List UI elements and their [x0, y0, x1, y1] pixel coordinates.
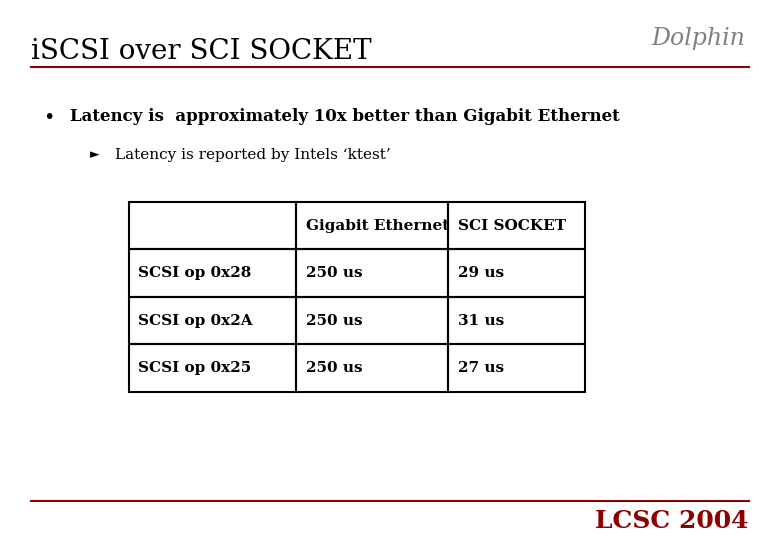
Bar [448, 249, 585, 297]
Text: SCI SOCKET: SCI SOCKET [458, 219, 566, 233]
Bar [296, 345, 448, 391]
Bar [448, 202, 585, 249]
Text: Dolphin: Dolphin [651, 27, 745, 50]
Text: Latency is  approximately 10x better than Gigabit Ethernet: Latency is approximately 10x better than… [70, 108, 620, 125]
Bar [448, 297, 585, 345]
Text: SCSI op 0x28: SCSI op 0x28 [138, 266, 251, 280]
Bar [296, 249, 448, 297]
Text: 27 us: 27 us [458, 361, 504, 375]
Bar [129, 345, 296, 391]
Text: Gigabit Ethernet: Gigabit Ethernet [306, 219, 449, 233]
Text: SCSI op 0x25: SCSI op 0x25 [138, 361, 251, 375]
Bar [129, 249, 296, 297]
Text: 31 us: 31 us [458, 314, 504, 328]
Text: 29 us: 29 us [458, 266, 504, 280]
Text: ►: ► [90, 148, 99, 161]
Text: Latency is reported by Intels ‘ktest’: Latency is reported by Intels ‘ktest’ [115, 148, 392, 162]
Bar [296, 297, 448, 345]
Bar [129, 297, 296, 345]
Text: iSCSI over SCI SOCKET: iSCSI over SCI SOCKET [31, 38, 372, 65]
Bar [129, 202, 296, 249]
Text: SCSI op 0x2A: SCSI op 0x2A [138, 314, 253, 328]
Bar [296, 202, 448, 249]
Bar [448, 345, 585, 391]
Text: 250 us: 250 us [306, 266, 363, 280]
Text: •: • [43, 108, 55, 127]
Text: LCSC 2004: LCSC 2004 [595, 509, 749, 533]
Text: 250 us: 250 us [306, 361, 363, 375]
Text: 250 us: 250 us [306, 314, 363, 328]
